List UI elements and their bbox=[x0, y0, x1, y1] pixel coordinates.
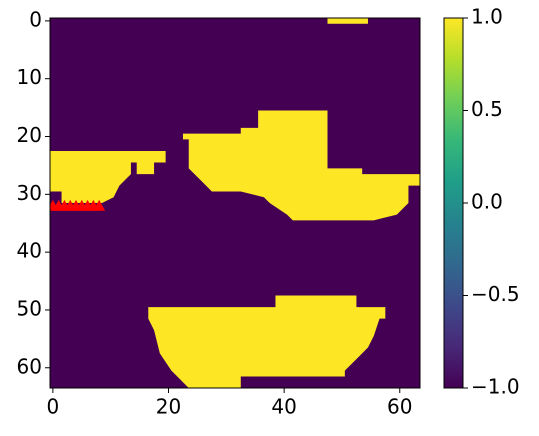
colorbar-tick-label: 0.0 bbox=[471, 190, 503, 214]
x-tick-label: 40 bbox=[271, 395, 296, 419]
x-tick-label: 20 bbox=[156, 395, 181, 419]
x-tick-label: 60 bbox=[387, 395, 412, 419]
colorbar bbox=[443, 17, 464, 389]
colorbar-tick-label: −1.0 bbox=[471, 375, 520, 399]
colorbar-tick-label: 0.5 bbox=[471, 97, 503, 121]
heatmap-region bbox=[148, 295, 386, 388]
heatmap-region bbox=[50, 150, 166, 203]
colorbar-tick-label: −0.5 bbox=[471, 282, 520, 306]
y-tick-label: 40 bbox=[17, 239, 42, 263]
y-tick-label: 10 bbox=[17, 65, 42, 89]
y-tick-label: 0 bbox=[29, 7, 42, 31]
y-tick-label: 50 bbox=[17, 296, 42, 320]
colorbar-tick-label: 1.0 bbox=[471, 5, 503, 29]
heatmap-region bbox=[182, 110, 420, 221]
y-tick-label: 20 bbox=[17, 123, 42, 147]
y-tick-label: 30 bbox=[17, 181, 42, 205]
y-tick-label: 60 bbox=[17, 354, 42, 378]
marker bbox=[93, 199, 106, 211]
heatmap-region bbox=[327, 18, 368, 24]
x-tick-label: 0 bbox=[47, 395, 60, 419]
plot-frame bbox=[49, 17, 421, 389]
